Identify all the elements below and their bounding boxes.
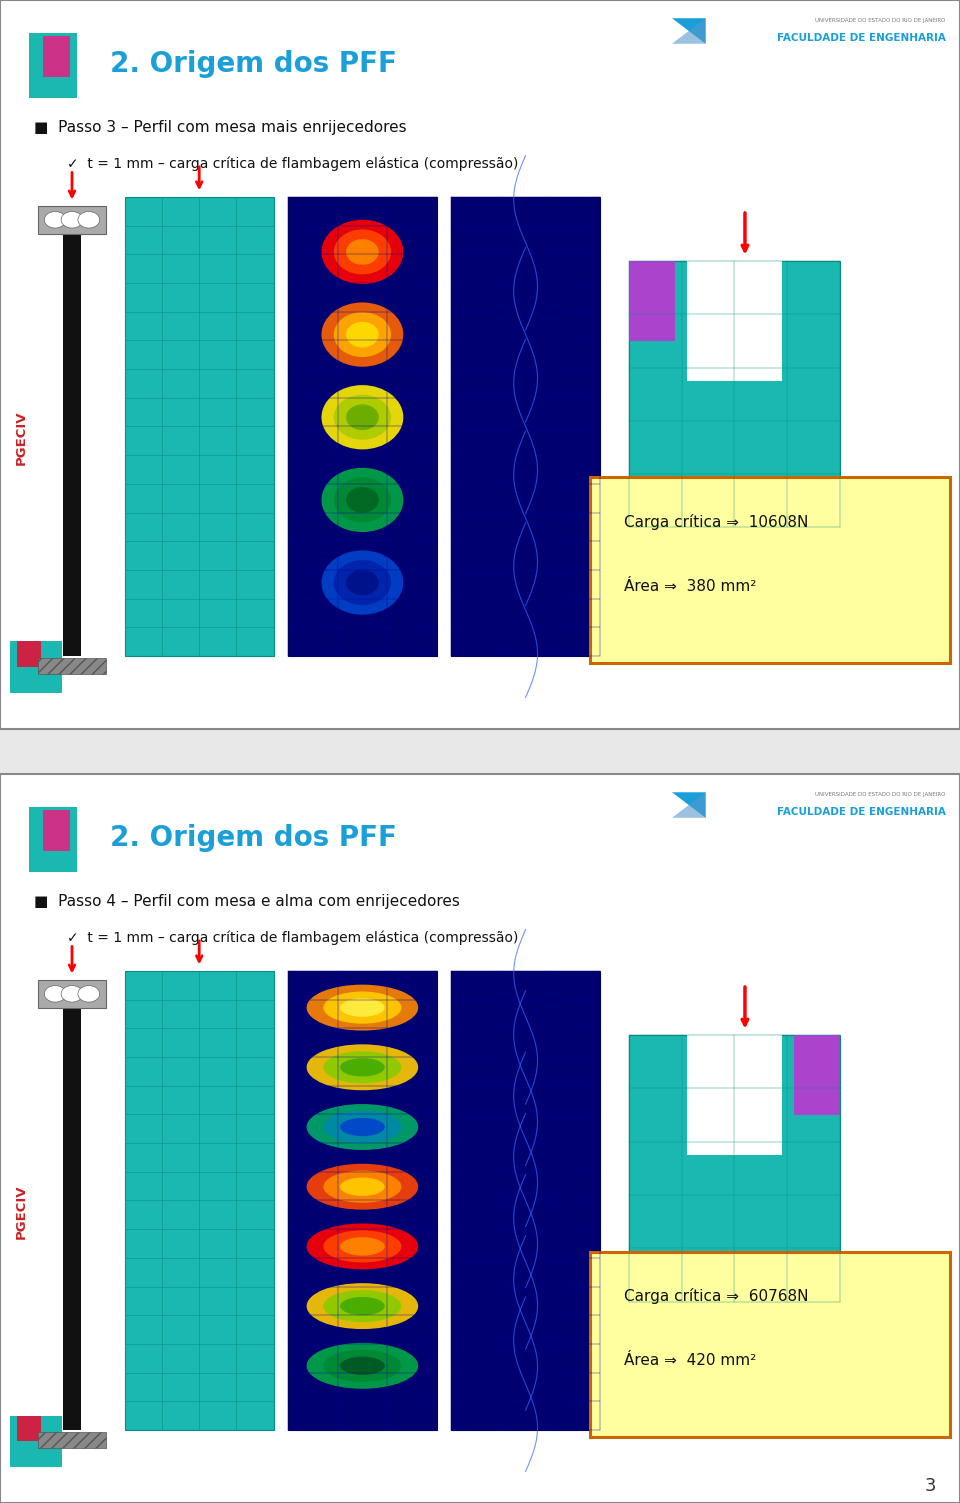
Ellipse shape xyxy=(306,1045,419,1090)
Text: ■  Passo 4 – Perfil com mesa e alma com enrijecedores: ■ Passo 4 – Perfil com mesa e alma com e… xyxy=(34,894,460,909)
Text: Carga crítica ⇒  10608N: Carga crítica ⇒ 10608N xyxy=(624,514,808,531)
FancyBboxPatch shape xyxy=(43,810,70,851)
Polygon shape xyxy=(672,792,706,818)
Ellipse shape xyxy=(324,992,401,1024)
Ellipse shape xyxy=(346,570,379,595)
Text: FACULDADE DE ENGENHARIA: FACULDADE DE ENGENHARIA xyxy=(777,33,946,42)
FancyBboxPatch shape xyxy=(17,1416,41,1441)
FancyBboxPatch shape xyxy=(63,993,81,1431)
Text: PGECIV: PGECIV xyxy=(14,1184,28,1238)
FancyBboxPatch shape xyxy=(687,1036,781,1154)
Circle shape xyxy=(78,986,100,1003)
Text: Carga crítica ⇒  60768N: Carga crítica ⇒ 60768N xyxy=(624,1288,808,1305)
FancyBboxPatch shape xyxy=(125,971,274,1431)
Ellipse shape xyxy=(346,487,379,513)
FancyBboxPatch shape xyxy=(687,262,781,380)
Circle shape xyxy=(61,986,83,1003)
FancyBboxPatch shape xyxy=(629,1036,840,1302)
Ellipse shape xyxy=(340,1118,385,1136)
Ellipse shape xyxy=(340,1357,385,1375)
Ellipse shape xyxy=(306,1105,419,1150)
Ellipse shape xyxy=(322,385,403,449)
Polygon shape xyxy=(672,792,706,818)
Ellipse shape xyxy=(306,984,419,1031)
Ellipse shape xyxy=(346,404,379,430)
Text: 2. Origem dos PFF: 2. Origem dos PFF xyxy=(110,824,397,852)
Ellipse shape xyxy=(322,219,403,284)
Ellipse shape xyxy=(334,395,391,440)
Ellipse shape xyxy=(334,313,391,358)
Text: UNIVERSIDADE DO ESTADO DO RIO DE JANEIRO: UNIVERSIDADE DO ESTADO DO RIO DE JANEIRO xyxy=(815,18,946,23)
Ellipse shape xyxy=(324,1231,401,1263)
Circle shape xyxy=(44,986,66,1003)
FancyBboxPatch shape xyxy=(38,206,106,233)
FancyBboxPatch shape xyxy=(29,807,77,872)
Ellipse shape xyxy=(322,550,403,615)
FancyBboxPatch shape xyxy=(38,1432,106,1449)
FancyBboxPatch shape xyxy=(63,219,81,655)
FancyBboxPatch shape xyxy=(451,971,600,1431)
Ellipse shape xyxy=(340,998,385,1018)
FancyBboxPatch shape xyxy=(590,1252,950,1437)
FancyBboxPatch shape xyxy=(17,642,41,667)
Text: UNIVERSIDADE DO ESTADO DO RIO DE JANEIRO: UNIVERSIDADE DO ESTADO DO RIO DE JANEIRO xyxy=(815,792,946,797)
Text: Área ⇒  380 mm²: Área ⇒ 380 mm² xyxy=(624,579,756,594)
Text: PGECIV: PGECIV xyxy=(14,410,28,464)
Text: ✓  t = 1 mm – carga crítica de flambagem elástica (compressão): ✓ t = 1 mm – carga crítica de flambagem … xyxy=(67,156,518,171)
Ellipse shape xyxy=(306,1163,419,1210)
Ellipse shape xyxy=(322,302,403,367)
Ellipse shape xyxy=(334,478,391,523)
FancyBboxPatch shape xyxy=(451,197,600,655)
Circle shape xyxy=(44,212,66,228)
FancyBboxPatch shape xyxy=(38,980,106,1007)
Ellipse shape xyxy=(340,1177,385,1196)
Text: ✓  t = 1 mm – carga crítica de flambagem elástica (compressão): ✓ t = 1 mm – carga crítica de flambagem … xyxy=(67,930,518,945)
FancyBboxPatch shape xyxy=(43,36,70,77)
Ellipse shape xyxy=(334,561,391,606)
Ellipse shape xyxy=(324,1171,401,1202)
FancyBboxPatch shape xyxy=(288,197,437,655)
Ellipse shape xyxy=(346,239,379,265)
Text: ■  Passo 3 – Perfil com mesa mais enrijecedores: ■ Passo 3 – Perfil com mesa mais enrijec… xyxy=(34,120,406,135)
FancyBboxPatch shape xyxy=(29,33,77,98)
Ellipse shape xyxy=(324,1051,401,1084)
Ellipse shape xyxy=(324,1350,401,1381)
Text: Área ⇒  420 mm²: Área ⇒ 420 mm² xyxy=(624,1353,756,1368)
FancyBboxPatch shape xyxy=(629,262,675,341)
FancyBboxPatch shape xyxy=(0,774,960,1503)
FancyBboxPatch shape xyxy=(0,0,960,729)
FancyBboxPatch shape xyxy=(590,478,950,663)
FancyBboxPatch shape xyxy=(10,1416,62,1467)
FancyBboxPatch shape xyxy=(288,971,437,1431)
Ellipse shape xyxy=(306,1284,419,1329)
Ellipse shape xyxy=(340,1058,385,1076)
Text: 3: 3 xyxy=(924,1477,936,1495)
Circle shape xyxy=(78,212,100,228)
Text: 2. Origem dos PFF: 2. Origem dos PFF xyxy=(110,50,397,78)
Ellipse shape xyxy=(334,230,391,275)
Ellipse shape xyxy=(324,1290,401,1323)
Ellipse shape xyxy=(306,1223,419,1270)
Ellipse shape xyxy=(340,1237,385,1255)
FancyBboxPatch shape xyxy=(10,642,62,693)
FancyBboxPatch shape xyxy=(629,262,840,528)
Polygon shape xyxy=(672,18,706,44)
FancyBboxPatch shape xyxy=(38,658,106,675)
FancyBboxPatch shape xyxy=(125,197,274,655)
Ellipse shape xyxy=(346,322,379,347)
Polygon shape xyxy=(672,18,706,44)
Circle shape xyxy=(61,212,83,228)
Ellipse shape xyxy=(306,1342,419,1389)
Ellipse shape xyxy=(322,467,403,532)
FancyBboxPatch shape xyxy=(794,1036,840,1115)
Text: FACULDADE DE ENGENHARIA: FACULDADE DE ENGENHARIA xyxy=(777,807,946,816)
Ellipse shape xyxy=(340,1297,385,1315)
Ellipse shape xyxy=(324,1111,401,1144)
